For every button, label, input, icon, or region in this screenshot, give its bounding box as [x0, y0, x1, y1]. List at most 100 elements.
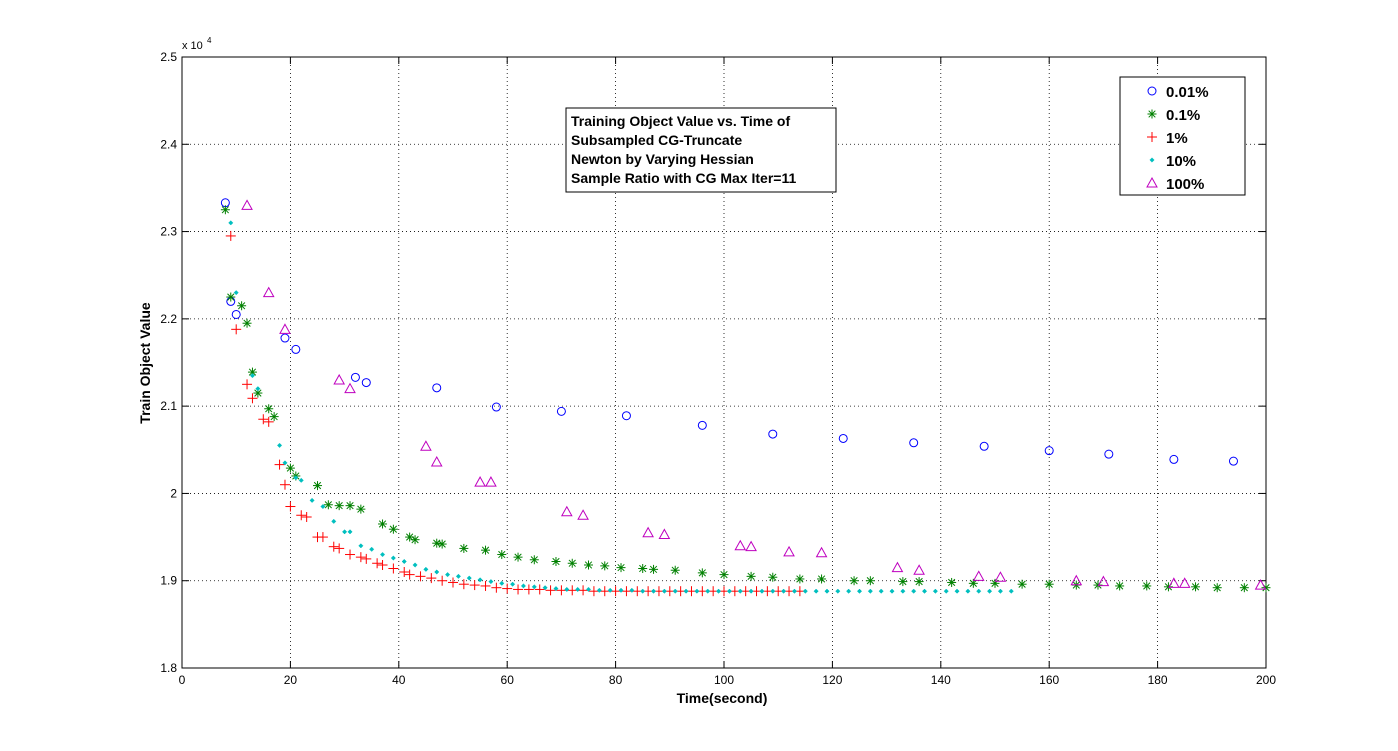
data-point-series-3-shape	[856, 588, 863, 594]
data-point-series-4-shape	[420, 440, 432, 451]
data-point-series-4-shape	[913, 564, 925, 575]
data-point-series-3	[347, 529, 353, 535]
data-point-series-3-shape	[748, 588, 754, 594]
data-point-series-3	[466, 575, 472, 581]
data-point-series-0	[979, 441, 989, 451]
data-point-series-2	[279, 479, 290, 490]
data-point-series-1	[746, 571, 756, 581]
data-point-series-3	[661, 588, 667, 594]
data-point-series-3	[1008, 588, 1014, 594]
data-point-series-3	[423, 566, 429, 572]
data-point-series-4	[485, 476, 497, 487]
data-point-series-0-shape	[231, 309, 241, 319]
data-point-series-2	[480, 580, 491, 591]
data-point-series-1	[226, 292, 236, 302]
data-point-series-4	[994, 571, 1007, 582]
data-point-series-3-shape	[997, 588, 1003, 594]
data-point-series-4-shape	[1070, 574, 1083, 586]
data-point-series-3	[342, 529, 348, 535]
data-point-series-0	[1169, 454, 1179, 464]
data-point-series-3	[564, 586, 570, 592]
y-exponent-base: x 10	[182, 40, 203, 52]
data-point-series-4	[783, 545, 795, 557]
data-point-series-4	[1254, 579, 1267, 590]
data-point-series-3	[618, 587, 624, 593]
data-point-series-3-shape	[802, 588, 808, 594]
data-point-series-1	[237, 301, 247, 311]
data-point-series-1-d2	[1143, 582, 1151, 590]
data-point-series-2	[225, 230, 236, 241]
data-point-series-1-d2	[584, 561, 593, 569]
data-point-series-4-shape	[560, 505, 573, 517]
data-point-series-3	[585, 586, 592, 592]
y-tick-label: 2	[170, 486, 177, 500]
data-point-series-4-shape	[279, 323, 291, 334]
data-point-series-4	[1097, 575, 1110, 587]
data-point-series-4-shape	[658, 528, 671, 539]
data-point-series-3-shape	[320, 503, 326, 510]
x-tick-label: 80	[609, 673, 623, 687]
data-point-series-2	[355, 552, 366, 563]
data-point-series-3	[759, 588, 765, 594]
data-point-series-0	[491, 402, 501, 412]
data-point-series-2	[578, 585, 589, 596]
data-point-series-3	[445, 572, 451, 578]
data-point-series-1-d2	[378, 520, 387, 528]
x-tick-labels: 0 20 40 60 80 100 120 140 160 180 200	[179, 673, 1277, 687]
data-point-series-2	[263, 416, 274, 427]
data-point-series-3-shape	[932, 588, 938, 594]
data-point-series-2	[437, 575, 448, 586]
data-point-series-2	[372, 558, 383, 569]
data-point-series-4-shape	[815, 546, 828, 558]
data-point-series-3	[846, 588, 852, 594]
data-point-series-1	[1044, 579, 1054, 589]
data-point-series-3-shape	[737, 588, 743, 594]
data-point-series-1-d2	[481, 546, 490, 554]
data-point-series-0-shape	[1104, 449, 1114, 459]
data-point-series-3-shape	[282, 460, 288, 466]
data-point-series-3	[412, 562, 418, 568]
legend-marker-2	[1147, 132, 1157, 142]
data-point-series-4-shape	[485, 476, 497, 487]
data-point-series-1	[1115, 581, 1125, 591]
data-point-series-3	[856, 588, 863, 594]
data-point-series-1-d2	[796, 575, 804, 583]
data-point-series-3	[228, 220, 234, 226]
data-point-series-4	[642, 526, 654, 538]
data-point-series-2	[556, 585, 567, 596]
data-point-series-2	[328, 541, 339, 552]
data-point-series-3	[705, 588, 711, 594]
data-point-series-1	[388, 524, 398, 534]
grid-lines	[182, 57, 1266, 668]
data-point-series-2	[296, 510, 307, 521]
data-point-series-1	[817, 574, 827, 584]
y-tick-labels: 1.8 1.9 2 2.1 2.2 2.3 2.4 2.5	[160, 50, 177, 675]
legend-label-4: 100%	[1166, 176, 1204, 193]
data-point-series-1	[242, 318, 252, 328]
data-point-series-3	[477, 577, 483, 583]
data-point-series-3-shape	[954, 588, 960, 594]
data-point-series-3-shape	[298, 477, 304, 483]
data-point-series-3	[770, 588, 776, 594]
x-tick-label: 160	[1039, 673, 1059, 687]
x-tick-label: 0	[179, 673, 186, 687]
data-point-series-3-shape	[585, 586, 592, 592]
data-point-series-0-shape	[1228, 456, 1238, 466]
data-point-series-1-d2	[639, 564, 647, 573]
data-point-series-3-shape	[672, 588, 678, 594]
data-point-series-2	[231, 324, 242, 335]
data-point-series-4-shape	[474, 476, 486, 487]
data-point-series-3	[867, 588, 873, 594]
data-point-series-3-shape	[401, 558, 407, 565]
legend-marker-1-d2	[1148, 110, 1156, 118]
y-tick-label: 1.8	[160, 661, 177, 675]
data-point-series-3	[510, 581, 516, 587]
data-point-series-1	[264, 404, 274, 414]
data-point-series-4	[745, 540, 757, 552]
data-point-series-3-shape	[379, 551, 386, 558]
data-point-series-1	[497, 550, 507, 560]
data-point-series-0-shape	[838, 433, 848, 443]
data-point-series-1-d2	[346, 501, 354, 510]
data-point-series-3-shape	[694, 588, 700, 594]
